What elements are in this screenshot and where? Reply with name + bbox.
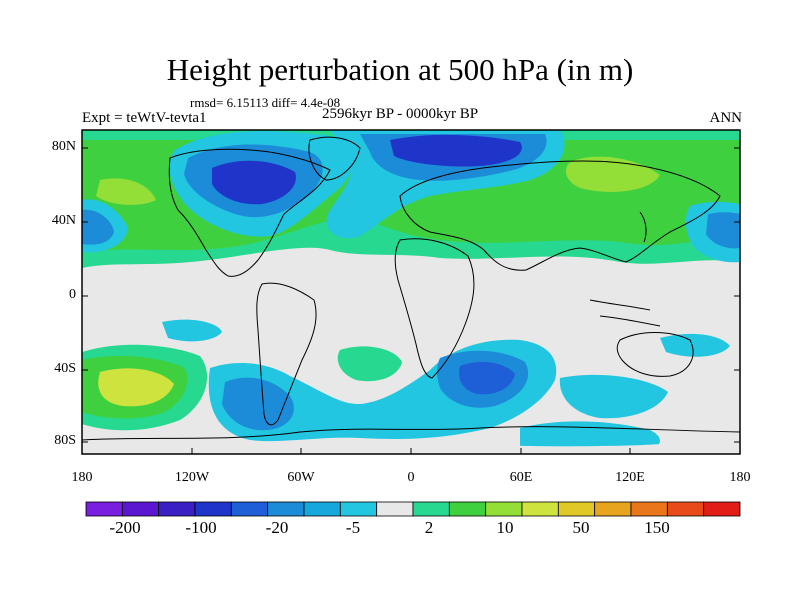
colorbar-swatch — [521, 501, 559, 517]
axis-ticks — [82, 147, 740, 454]
lat-tick-80s: 80S — [54, 433, 76, 448]
na-negative-core — [212, 160, 296, 205]
colorbar-label: 10 — [496, 518, 514, 537]
plot-title: Height perturbation at 500 hPa (in m) — [166, 52, 634, 87]
coast-japan — [639, 211, 647, 243]
period-label: 2596kyr BP - 0000kyr BP — [322, 106, 479, 122]
colorbar-label: 150 — [644, 518, 670, 537]
colorbar-swatch — [594, 501, 632, 517]
lat-tick-80n: 80N — [51, 139, 76, 154]
colorbar-swatch — [485, 501, 523, 517]
season-label: ANN — [709, 110, 743, 126]
colorbar-swatch — [557, 501, 596, 517]
lat-tick-40n: 40N — [51, 213, 76, 228]
coastlines — [82, 136, 740, 441]
colorbar-swatch — [703, 501, 741, 517]
colorbar-swatch — [158, 501, 196, 517]
colorbar-swatch — [194, 501, 232, 517]
colorbar-label: -20 — [265, 518, 289, 537]
lon-tick-120w: 120W — [174, 470, 210, 485]
colorbar-swatch — [85, 501, 123, 517]
lon-tick-60w: 60W — [287, 470, 315, 485]
colorbar-label: -100 — [185, 518, 217, 537]
colorbar-label: -5 — [345, 518, 361, 537]
lat-tick-0: 0 — [69, 287, 76, 302]
pacific-west-negative-core — [82, 209, 114, 245]
coast-indonesia — [589, 299, 661, 327]
lon-tick-120e: 120E — [615, 470, 645, 485]
stats-line: rmsd= 6.15113 diff= 4.4e-08 — [190, 95, 341, 110]
colorbar-label: 2 — [424, 518, 434, 537]
s-atlantic-green — [337, 346, 402, 382]
colorbar-label: 50 — [572, 518, 590, 537]
indian-ocean-negative — [559, 374, 668, 419]
colorbar-swatch — [376, 501, 414, 517]
colorbar-swatch — [121, 501, 160, 517]
sh-negative-mid — [222, 377, 294, 431]
sh-yellowgreen-core — [98, 368, 174, 407]
coast-australia — [616, 332, 694, 377]
arctic-negative-core — [390, 134, 522, 167]
lon-tick-180w: 180 — [71, 470, 93, 485]
colorbar-swatch — [666, 501, 705, 517]
colorbar-swatch — [448, 501, 487, 517]
coast-africa — [394, 238, 475, 379]
colorbar-swatch — [412, 501, 450, 517]
lat-tick-40s: 40S — [54, 361, 76, 376]
colorbar-swatch — [267, 501, 305, 517]
pacific-east-negative-core — [706, 212, 740, 249]
coast-greenland — [308, 136, 361, 181]
s-pacific-negative — [162, 319, 222, 342]
coast-eurasia — [399, 160, 721, 271]
map-field — [82, 130, 740, 454]
s-indian-deep-core — [458, 361, 515, 395]
coast-south-america — [256, 282, 317, 426]
lon-tick-180e: 180 — [729, 470, 751, 485]
colorbar-swatch — [630, 501, 668, 517]
experiment-label: Expt = teWtV-tevta1 — [82, 110, 207, 126]
sh-white-gap — [82, 439, 740, 454]
colorbar — [85, 501, 741, 517]
n-pacific-yellowgreen — [96, 178, 156, 205]
colorbar-swatch — [303, 501, 341, 517]
lon-tick-60e: 60E — [509, 470, 533, 485]
coast-antarctica — [82, 426, 740, 441]
lon-tick-0: 0 — [407, 470, 415, 485]
colorbar-swatch — [339, 501, 378, 517]
nh-subtropics-white-gap — [82, 255, 740, 280]
coast-north-america — [168, 148, 331, 277]
colorbar-label: -200 — [109, 518, 141, 537]
australia-sw-negative — [660, 333, 730, 357]
colorbar-swatch — [230, 501, 269, 517]
